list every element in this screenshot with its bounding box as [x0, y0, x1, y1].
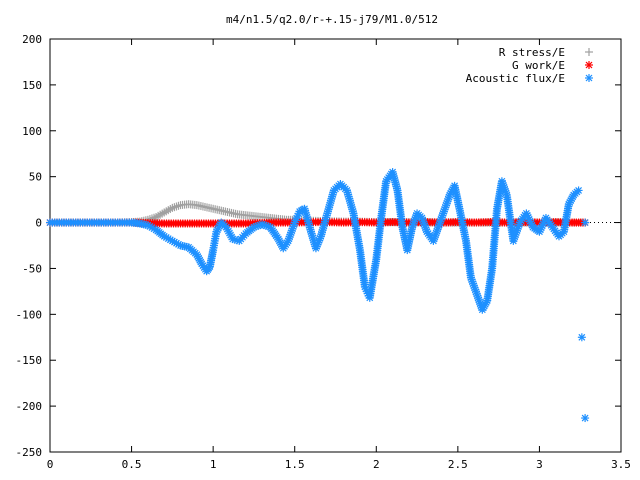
- legend-label: G work/E: [512, 59, 565, 72]
- x-tick-label: 2.5: [448, 458, 468, 471]
- legend-marker: [585, 74, 593, 82]
- data-point: [577, 333, 586, 342]
- y-tick-label: -150: [16, 354, 43, 367]
- series-3: [46, 168, 590, 423]
- x-tick-label: 3: [536, 458, 543, 471]
- y-tick-label: 0: [35, 217, 42, 230]
- data-point: [154, 211, 163, 220]
- legend-label: Acoustic flux/E: [466, 72, 565, 85]
- axes: 0 0.5 1 1.5 2 2.5 3 3.5 -250 -200 -150 -100 -50 0 50 10…: [16, 33, 631, 471]
- data-point: [152, 213, 161, 222]
- y-tick-label: 150: [22, 79, 42, 92]
- data-point: [170, 203, 179, 212]
- y-tick-label: -250: [16, 446, 43, 459]
- x-tick-label: 2: [373, 458, 380, 471]
- data-point: [162, 207, 171, 216]
- plot-area: [46, 168, 590, 423]
- x-tick-label: 1.5: [285, 458, 305, 471]
- data-point: [160, 208, 169, 217]
- chart-title: m4/n1.5/q2.0/r-+.15-j79/M1.0/512: [226, 13, 438, 26]
- y-tick-label: -50: [22, 262, 42, 275]
- data-point: [581, 218, 590, 227]
- y-tick-label: -100: [16, 308, 43, 321]
- data-point: [174, 201, 183, 210]
- data-point: [168, 203, 177, 212]
- data-point: [166, 205, 175, 214]
- x-tick-label: 0.5: [122, 458, 142, 471]
- legend-marker: [585, 61, 593, 69]
- legend-marker: [585, 48, 593, 56]
- y-tick-label: 200: [22, 33, 42, 46]
- data-point: [172, 202, 181, 211]
- x-tick-label: 1: [210, 458, 217, 471]
- data-point: [150, 213, 159, 222]
- data-point: [156, 210, 165, 219]
- y-tick-label: 50: [29, 171, 42, 184]
- data-point: [574, 186, 583, 195]
- data-point: [158, 209, 167, 218]
- x-tick-label: 3.5: [611, 458, 631, 471]
- legend-label: R stress/E: [499, 46, 565, 59]
- data-point: [164, 206, 173, 215]
- data-point: [581, 414, 590, 423]
- y-tick-label: -200: [16, 400, 43, 413]
- plot-frame: [49, 38, 622, 453]
- x-tick-label: 0: [47, 458, 54, 471]
- y-tick-label: 100: [22, 125, 42, 138]
